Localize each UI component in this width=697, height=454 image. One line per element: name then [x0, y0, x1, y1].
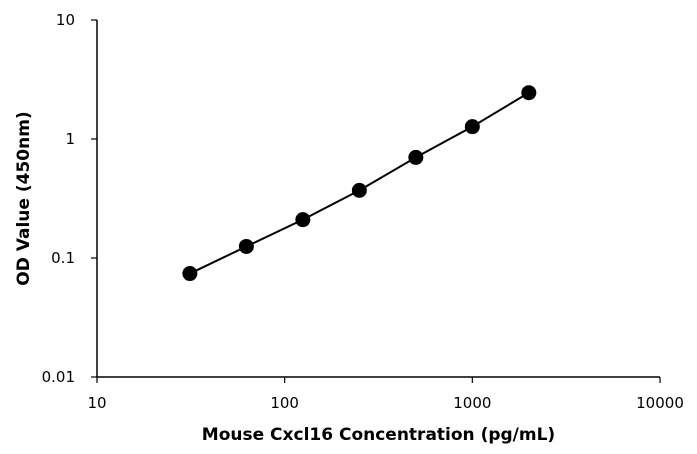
axes: [96, 20, 660, 378]
x-tick-label: 100: [270, 394, 299, 412]
data-point: [521, 85, 537, 101]
series-layer: [182, 85, 537, 282]
data-point: [182, 266, 198, 282]
data-point: [408, 149, 424, 165]
data-point: [351, 182, 367, 198]
data-point: [464, 119, 480, 135]
x-tick-label: 1000: [453, 394, 491, 412]
y-axis-ticks: 0.01 0.1 1 10: [42, 11, 97, 386]
x-axis-ticks: 10 100 1000 10000: [87, 377, 684, 412]
x-tick-label: 10: [87, 394, 106, 412]
x-tick-label: 10000: [636, 394, 684, 412]
y-tick-label: 0.1: [51, 249, 75, 267]
x-axis-title: Mouse Cxcl16 Concentration (pg/mL): [202, 425, 555, 445]
y-tick-label: 10: [56, 11, 75, 29]
data-point: [238, 238, 254, 254]
y-tick-label: 1: [65, 130, 75, 148]
y-tick-label: 0.01: [42, 368, 75, 386]
y-axis-title: OD Value (450nm): [14, 111, 34, 285]
data-point: [295, 212, 311, 228]
